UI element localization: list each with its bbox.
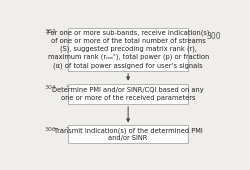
- FancyBboxPatch shape: [68, 125, 188, 143]
- Text: For one or more sub-bands, receive indication(s)
of one or more of the total num: For one or more sub-bands, receive indic…: [47, 30, 209, 69]
- FancyBboxPatch shape: [68, 84, 188, 104]
- Text: 302: 302: [44, 29, 56, 34]
- Text: 300: 300: [206, 32, 221, 41]
- Text: Determine PMI and/or SINR/CQI based on any
one or more of the received parameter: Determine PMI and/or SINR/CQI based on a…: [52, 87, 204, 101]
- Text: Transmit indication(s) of the determined PMI
and/or SINR: Transmit indication(s) of the determined…: [54, 127, 203, 141]
- FancyBboxPatch shape: [68, 28, 188, 71]
- Text: 306: 306: [45, 127, 56, 132]
- Text: 304: 304: [44, 85, 56, 90]
